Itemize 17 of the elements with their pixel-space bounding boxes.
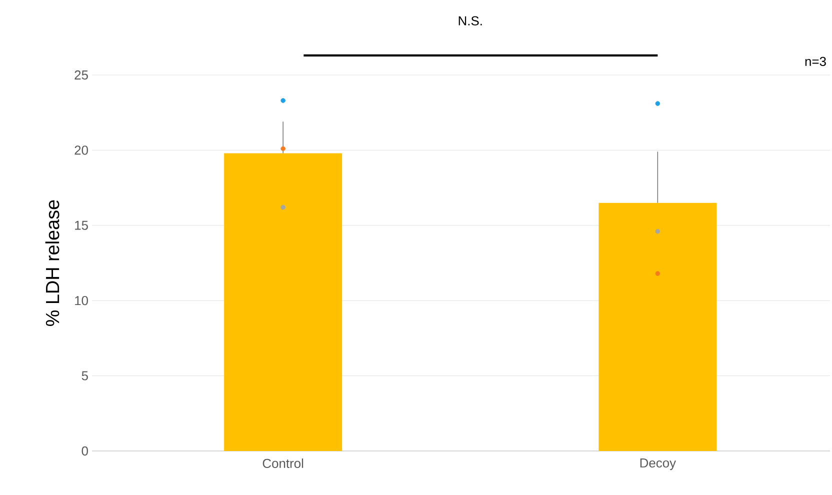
y-tick-label: 0 — [82, 446, 88, 456]
y-tick-label: 15 — [75, 220, 88, 230]
point — [655, 101, 660, 106]
point — [655, 229, 660, 234]
y-axis-title: % LDH release — [45, 200, 60, 326]
text: n=3 — [805, 56, 826, 66]
y-tick-label: 10 — [75, 296, 88, 306]
y-tick-label: 25 — [74, 70, 88, 80]
point — [280, 204, 286, 210]
y-tick-label: 20 — [74, 146, 88, 155]
point — [280, 146, 286, 152]
point — [655, 271, 660, 276]
x-tick-label: Control — [262, 458, 304, 468]
x-tick-label: Decoy — [640, 458, 676, 470]
y-tick-label: 5 — [82, 371, 88, 380]
text: N.S. — [458, 16, 482, 26]
point — [280, 98, 286, 103]
